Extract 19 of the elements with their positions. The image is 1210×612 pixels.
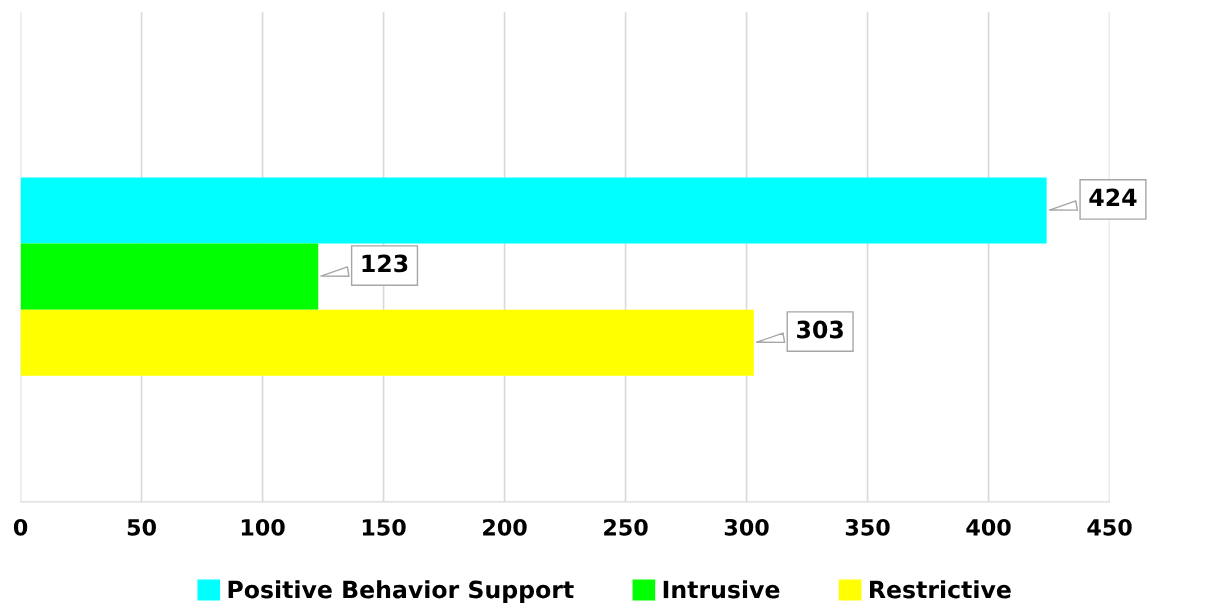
bar (20, 243, 319, 310)
x-tick-label: 400 (966, 518, 1011, 536)
x-tick-label: 50 (127, 518, 156, 536)
x-tick-label: 300 (724, 518, 769, 536)
x-tick-label: 250 (604, 518, 648, 536)
x-tick-label: 100 (241, 518, 285, 536)
x-tick-label: 450 (1087, 518, 1132, 536)
data-label: 424 (1089, 188, 1137, 206)
legend-label: Restrictive (869, 580, 1011, 599)
x-tick-label: 150 (362, 518, 406, 536)
data-label: 303 (797, 320, 843, 339)
x-tick-label: 200 (483, 518, 527, 536)
bar (20, 177, 1047, 244)
data-label: 123 (362, 254, 408, 273)
x-tick-label: 350 (845, 518, 890, 536)
legend-label: Intrusive (663, 580, 780, 599)
x-tick-label: 0 (13, 518, 28, 536)
legend-label: Positive Behavior Support (228, 580, 574, 603)
bar (20, 309, 754, 376)
